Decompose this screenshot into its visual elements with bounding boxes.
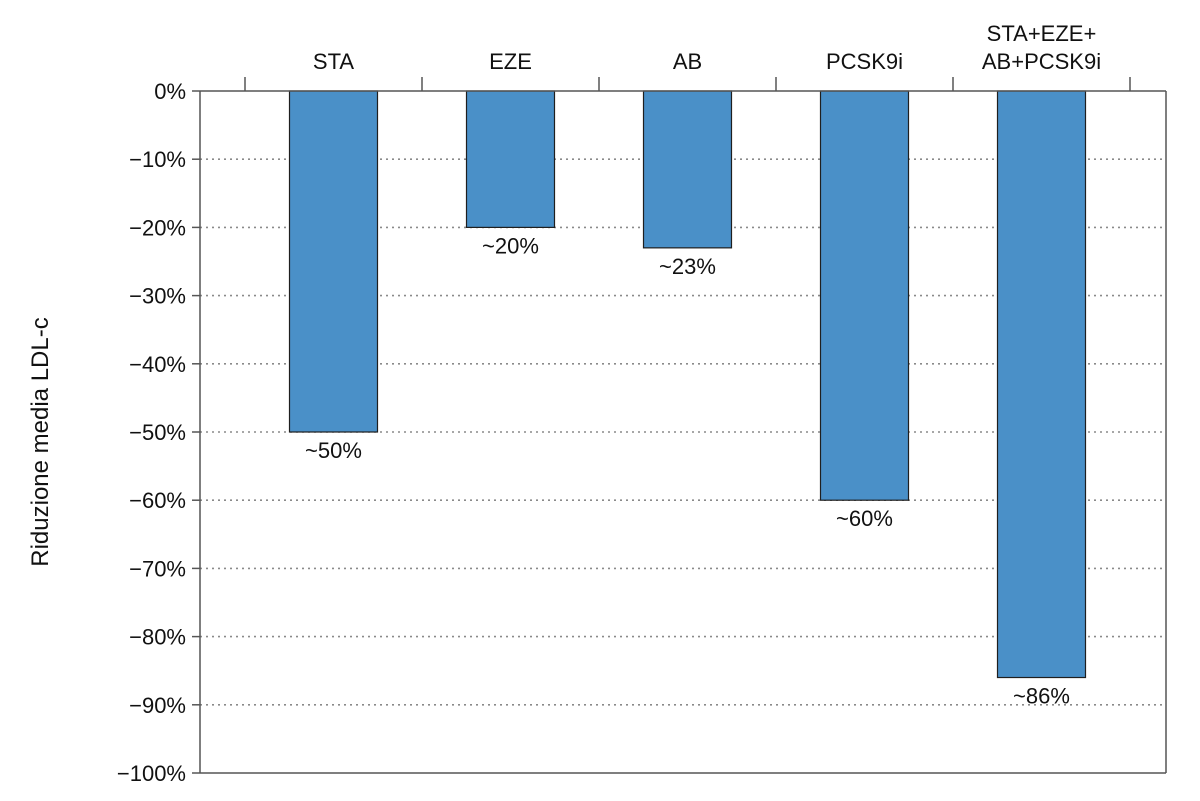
category-label: STA (313, 49, 354, 74)
bar (819, 90, 910, 501)
axes (192, 77, 1167, 774)
y-tick-label: −100% (117, 761, 186, 786)
data-label: ~86% (1013, 684, 1070, 709)
y-axis-title: Riduzione media LDL-c (27, 317, 54, 566)
category-label: EZE (489, 49, 532, 74)
bars (288, 90, 1087, 679)
y-tick-label: −70% (129, 556, 186, 581)
y-tick-label: 0% (154, 79, 186, 104)
y-tick-label: −80% (129, 625, 186, 650)
bar (465, 90, 556, 228)
y-tick-label: −60% (129, 488, 186, 513)
y-tick-label: −30% (129, 284, 186, 309)
category-label: AB (673, 49, 702, 74)
category-label: AB+PCSK9i (982, 49, 1101, 74)
y-tick-label: −50% (129, 420, 186, 445)
y-tick-label: −90% (129, 693, 186, 718)
data-label: ~20% (482, 233, 539, 258)
y-tick-label: −10% (129, 147, 186, 172)
category-label: STA+EZE+ (987, 21, 1097, 46)
bar (996, 90, 1087, 679)
y-tick-label: −20% (129, 215, 186, 240)
data-label: ~50% (305, 438, 362, 463)
category-label: PCSK9i (826, 49, 903, 74)
labels: 0% −10% −20% −30% −40% −50% −60% −70% −80% −90% −1… (117, 21, 1101, 786)
y-tick-label: −40% (129, 352, 186, 377)
data-label: ~60% (836, 506, 893, 531)
data-label: ~23% (659, 254, 716, 279)
bar (642, 90, 733, 249)
bar (288, 90, 379, 433)
